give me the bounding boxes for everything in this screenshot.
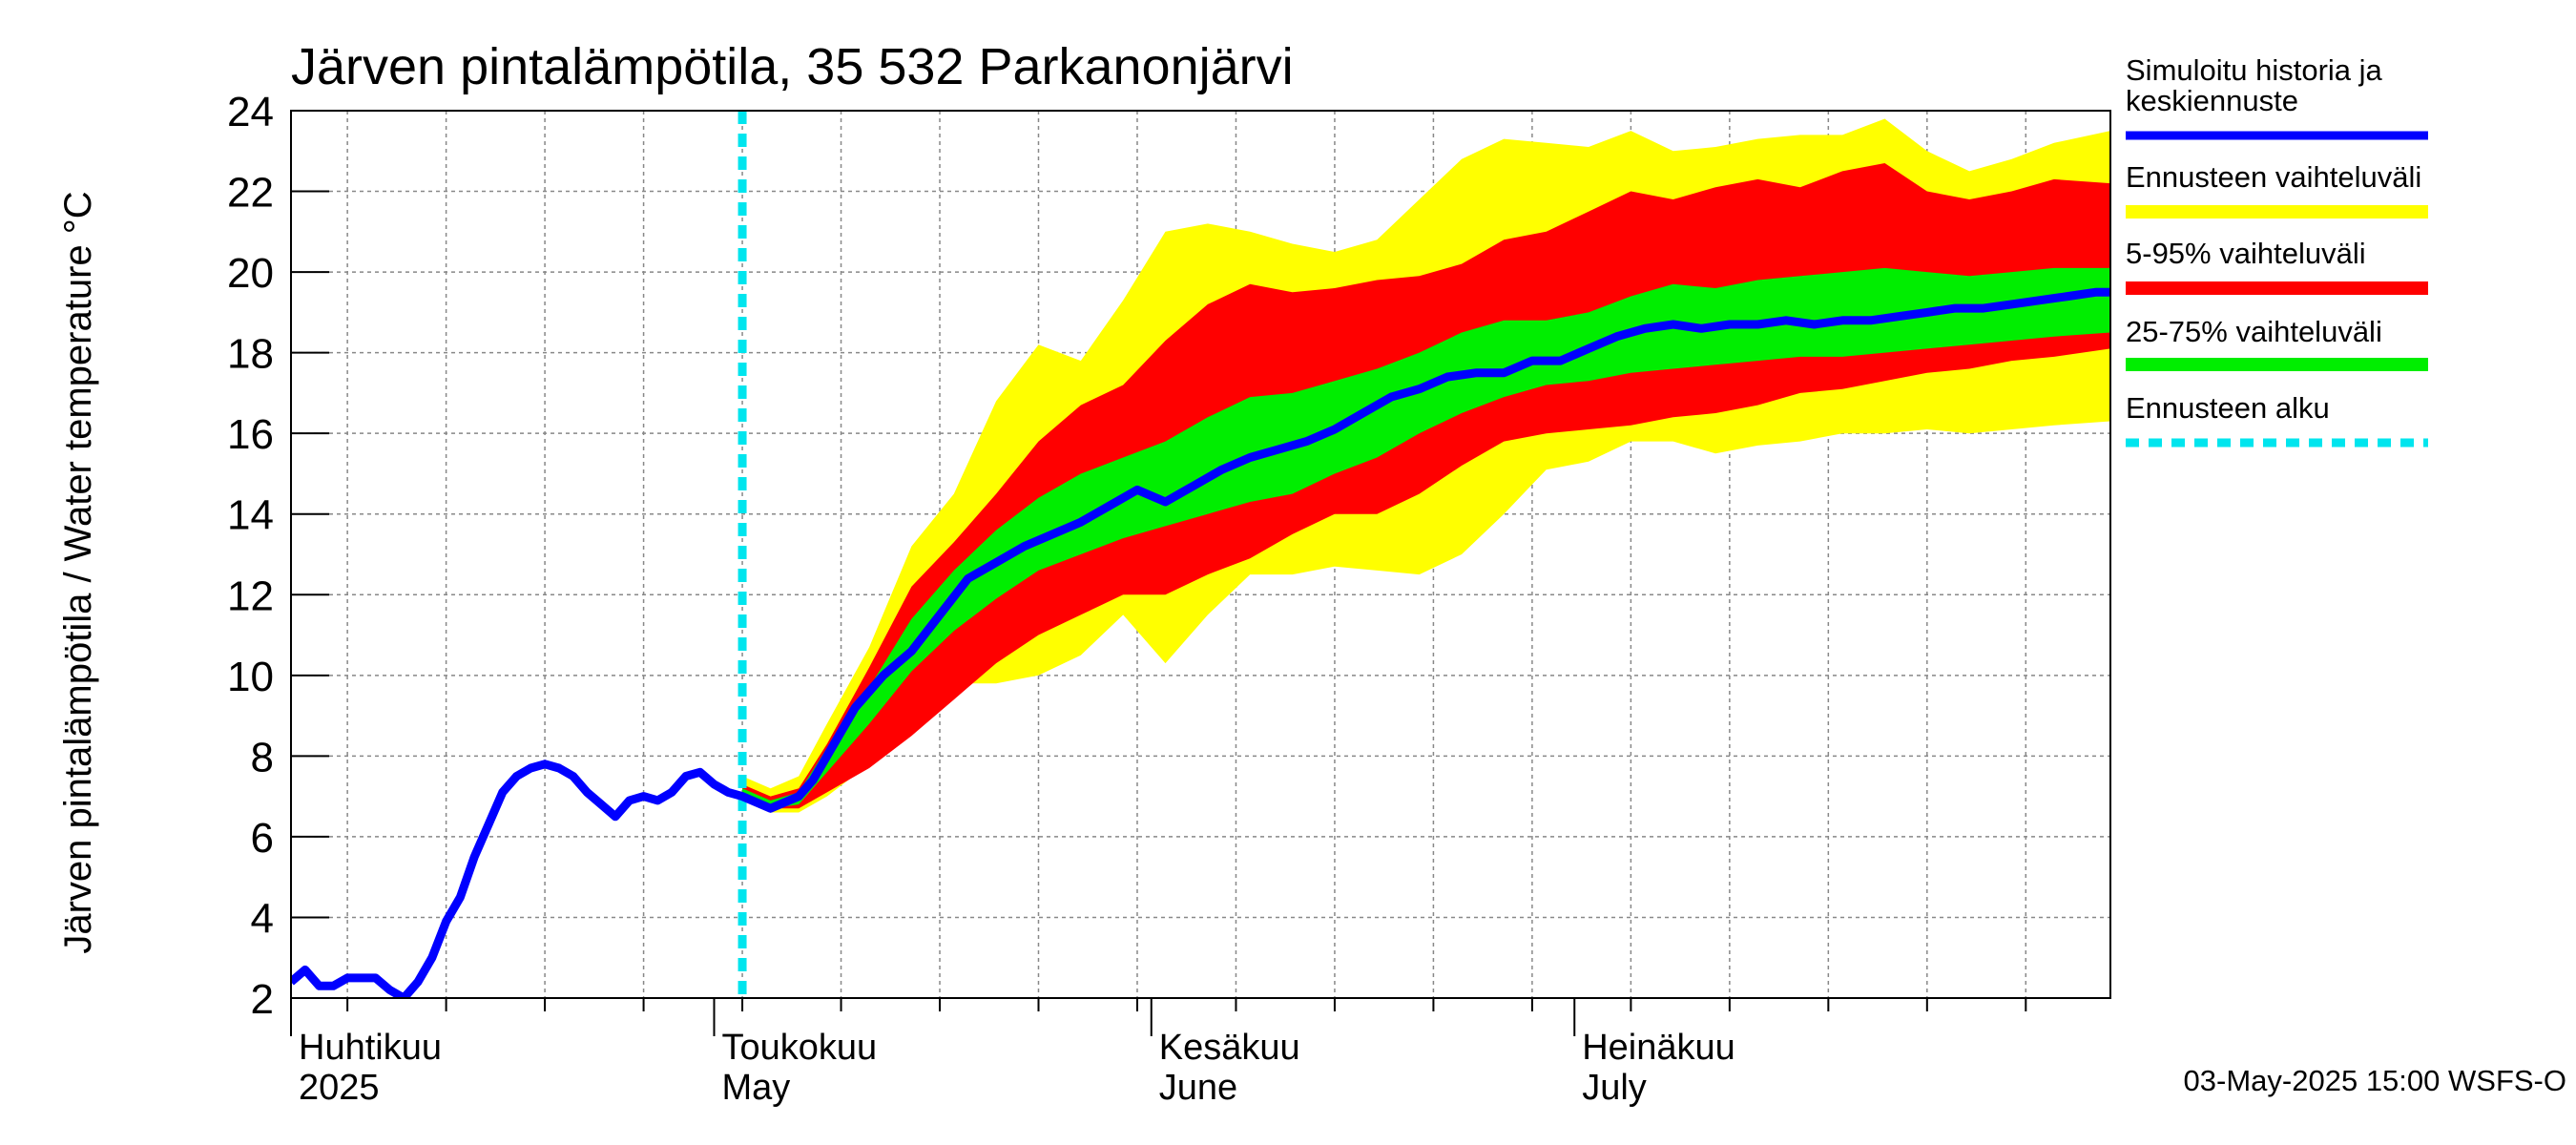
plot-frame	[290, 110, 2111, 999]
y-tick-label: 12	[227, 572, 274, 619]
y-tick-label: 10	[227, 654, 274, 700]
band-25-75	[742, 267, 2110, 809]
month-label: Huhtikuu	[299, 1028, 442, 1068]
y-axis-label: Järven pintalämpötila / Water temperatur…	[57, 191, 99, 953]
legend-label: 5-95% vaihteluväli	[2126, 237, 2366, 270]
legend-label: 25-75% vaihteluväli	[2126, 315, 2382, 348]
month-label-en: May	[721, 1068, 790, 1108]
y-tick-label: 16	[227, 411, 274, 458]
y-tick-label: 20	[227, 250, 274, 297]
month-label-en: June	[1159, 1068, 1237, 1108]
y-tick-label: 6	[251, 815, 274, 862]
y-tick-label: 14	[227, 492, 274, 539]
axes: 24681012141618202224Huhtikuu2025Toukokuu…	[227, 89, 2111, 1108]
legend-label: Ennusteen vaihteluväli	[2126, 160, 2421, 194]
y-tick-label: 22	[227, 170, 274, 217]
legend-label: Ennusteen alku	[2126, 391, 2330, 425]
y-tick-label: 8	[251, 734, 274, 781]
month-label: Toukokuu	[721, 1028, 877, 1068]
month-label: Kesäkuu	[1159, 1028, 1300, 1068]
month-label-en: July	[1582, 1068, 1647, 1108]
chart-title: Järven pintalämpötila, 35 532 Parkanonjä…	[291, 38, 1294, 95]
month-label: Heinäkuu	[1582, 1028, 1735, 1068]
mean-line	[291, 287, 2110, 998]
legend: Simuloitu historia ja keskiennuste Ennuste…	[2126, 53, 2428, 448]
y-tick-label: 24	[227, 89, 274, 135]
y-tick-label: 2	[251, 976, 274, 1023]
y-tick-label: 4	[251, 895, 274, 942]
timestamp: 03-May-2025 15:00 WSFS-O	[2184, 1064, 2566, 1097]
mean-line-layer	[291, 111, 2110, 998]
legend-label: Simuloitu historia ja keskiennuste	[2126, 53, 2383, 117]
month-label-en: 2025	[299, 1068, 380, 1108]
y-tick-label: 18	[227, 331, 274, 378]
